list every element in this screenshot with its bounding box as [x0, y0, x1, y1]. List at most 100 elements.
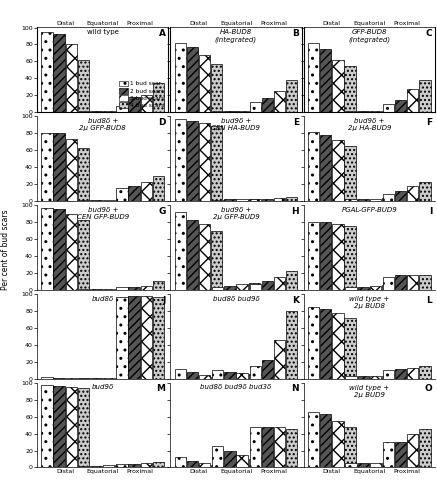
Bar [320, 309, 331, 378]
Bar [212, 288, 223, 290]
Bar [345, 376, 357, 378]
Bar [250, 284, 261, 290]
Bar [407, 434, 419, 468]
Bar [199, 56, 210, 112]
Text: N: N [291, 384, 299, 394]
Bar [153, 176, 164, 201]
Bar [199, 464, 210, 468]
Bar [332, 224, 343, 290]
Text: G: G [158, 207, 166, 216]
Text: I: I [429, 207, 432, 216]
Bar [332, 312, 343, 378]
Bar [420, 80, 430, 112]
Bar [407, 368, 419, 378]
Bar [211, 377, 222, 378]
Text: M: M [156, 384, 166, 394]
Bar [224, 286, 236, 290]
Bar [141, 182, 152, 201]
Bar [308, 306, 319, 378]
Bar [175, 119, 186, 201]
Bar [250, 200, 261, 201]
Bar [199, 224, 210, 290]
Bar [357, 376, 369, 378]
Bar [212, 200, 223, 201]
Bar [187, 372, 198, 378]
Bar [91, 200, 102, 201]
Bar [224, 450, 236, 468]
Bar [249, 459, 260, 468]
Bar [53, 386, 65, 468]
Bar [236, 284, 248, 290]
Bar [332, 421, 343, 468]
Bar [79, 200, 90, 201]
Bar [262, 198, 273, 201]
Bar [79, 466, 90, 468]
Text: Per cent of bud scars: Per cent of bud scars [1, 210, 10, 290]
Bar [262, 360, 273, 378]
Bar [320, 135, 331, 201]
Bar [345, 200, 357, 201]
Bar [382, 464, 393, 468]
Bar [141, 296, 152, 378]
Bar [53, 210, 65, 290]
Bar [236, 373, 248, 378]
Bar [128, 286, 140, 290]
Text: bud8δ bud9δ: bud8δ bud9δ [213, 296, 259, 302]
Bar [320, 48, 331, 112]
Bar [395, 442, 406, 468]
Bar [128, 296, 140, 378]
Text: bud9δ +
2μ HA-BUD9: bud9δ + 2μ HA-BUD9 [347, 118, 391, 131]
Bar [224, 200, 236, 201]
Bar [382, 285, 393, 290]
Bar [153, 462, 164, 468]
Bar [141, 96, 152, 112]
Bar [78, 388, 89, 468]
Text: bud9δ: bud9δ [92, 384, 114, 390]
Bar [357, 286, 369, 290]
Bar [66, 44, 77, 112]
Bar [42, 377, 52, 378]
Bar [153, 298, 164, 378]
Text: A: A [159, 29, 166, 38]
Bar [308, 43, 319, 112]
Text: PGAL-GFP-BUD9: PGAL-GFP-BUD9 [341, 207, 397, 213]
Bar [53, 34, 65, 112]
Bar [370, 376, 381, 378]
Text: bud9δ +
CEN HA-BUD9: bud9δ + CEN HA-BUD9 [212, 118, 260, 131]
Bar [345, 288, 357, 290]
Bar [153, 282, 164, 290]
Bar [128, 97, 140, 112]
Bar [153, 82, 164, 112]
Bar [286, 197, 297, 201]
Text: C: C [426, 29, 432, 38]
Text: F: F [426, 118, 432, 127]
Bar [274, 91, 285, 112]
Bar [344, 427, 356, 468]
Bar [78, 60, 89, 112]
Bar [249, 374, 260, 378]
Bar [395, 276, 406, 290]
Bar [211, 64, 222, 112]
Bar [395, 100, 406, 112]
Bar [382, 198, 393, 201]
Bar [420, 366, 430, 378]
Bar [199, 123, 210, 201]
Bar [103, 465, 114, 468]
Bar [344, 66, 356, 112]
Bar [128, 464, 140, 468]
Text: wild type +
2μ BUD8: wild type + 2μ BUD8 [349, 296, 389, 308]
Bar [383, 194, 394, 201]
Bar [116, 464, 128, 468]
Bar [53, 134, 65, 201]
Bar [345, 464, 357, 468]
Bar [344, 226, 356, 290]
Legend: 1 bud scar, 2 bud scars, 3 bud scars, 4 bud scars: 1 bud scar, 2 bud scars, 3 bud scars, 4 … [118, 80, 165, 110]
Bar [78, 220, 89, 290]
Bar [78, 148, 89, 201]
Bar [370, 198, 381, 201]
Text: O: O [424, 384, 432, 394]
Text: GFP-BUD8
(integrated): GFP-BUD8 (integrated) [348, 29, 390, 43]
Bar [407, 186, 419, 201]
Bar [187, 120, 198, 201]
Bar [332, 140, 343, 201]
